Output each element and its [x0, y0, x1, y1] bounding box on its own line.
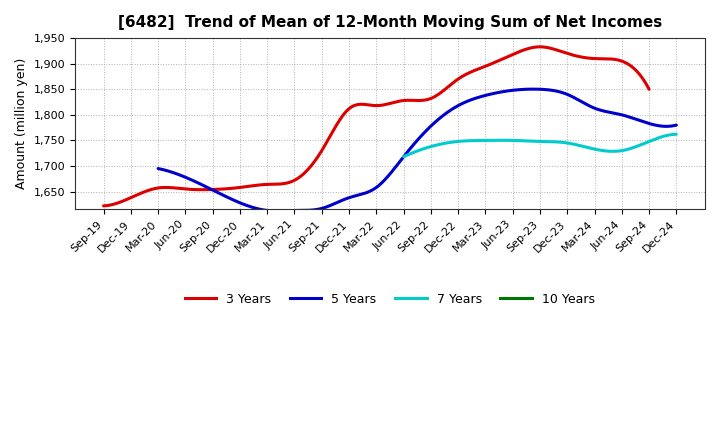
Legend: 3 Years, 5 Years, 7 Years, 10 Years: 3 Years, 5 Years, 7 Years, 10 Years — [180, 288, 600, 311]
Y-axis label: Amount (million yen): Amount (million yen) — [15, 58, 28, 189]
Title: [6482]  Trend of Mean of 12-Month Moving Sum of Net Incomes: [6482] Trend of Mean of 12-Month Moving … — [118, 15, 662, 30]
